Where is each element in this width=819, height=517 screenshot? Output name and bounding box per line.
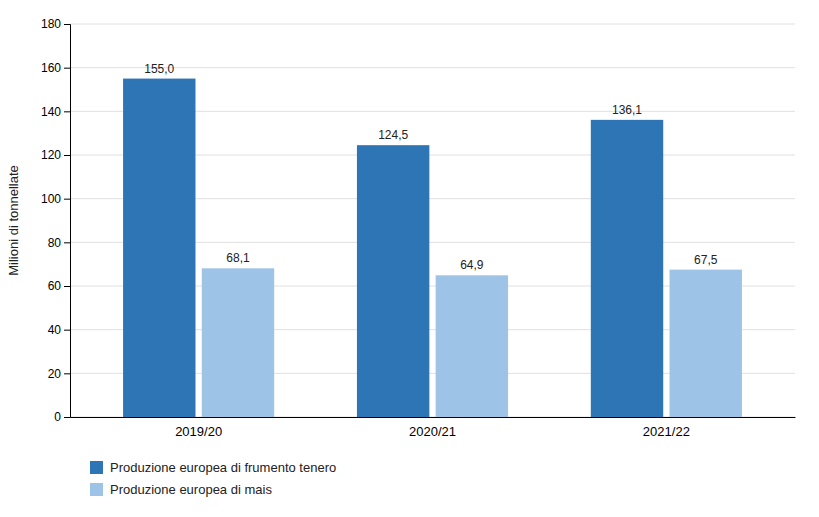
- legend-item: Produzione europea di frumento tenero: [90, 460, 336, 475]
- y-tick-label: 160: [41, 61, 61, 75]
- plot: 0204060801001201401601802019/202020/2120…: [41, 17, 796, 439]
- y-tick-mark: [64, 199, 70, 200]
- y-tick: 100: [41, 192, 70, 206]
- bars: [123, 79, 742, 417]
- y-tick: 40: [48, 323, 70, 337]
- data-label: 67,5: [694, 253, 718, 267]
- legend-label: Produzione europea di frumento tenero: [110, 460, 336, 475]
- y-tick-mark: [64, 330, 70, 331]
- y-tick-label: 40: [48, 323, 62, 337]
- y-axis-title: Milioni di tonnellate: [6, 165, 21, 276]
- y-tick-mark: [64, 242, 70, 243]
- y-tick-label: 0: [54, 410, 61, 424]
- bar: [357, 145, 429, 417]
- y-tick-mark: [64, 417, 70, 418]
- y-tick-label: 100: [41, 192, 61, 206]
- bar: [436, 275, 508, 417]
- data-label: 68,1: [226, 251, 250, 265]
- y-tick: 120: [41, 148, 70, 162]
- y-tick-mark: [64, 155, 70, 156]
- data-label: 155,0: [144, 62, 174, 76]
- y-tick: 140: [41, 105, 70, 119]
- bar: [591, 120, 663, 417]
- grid: [70, 24, 795, 417]
- bar: [123, 79, 195, 417]
- data-labels: 155,0 124,5 136,1 68,1 64,9 67,5: [144, 62, 717, 273]
- x-axis-line: [71, 417, 796, 418]
- data-label: 64,9: [460, 258, 484, 272]
- data-label: 124,5: [378, 128, 408, 142]
- y-tick: 180: [41, 17, 70, 31]
- y-axis-line: [64, 25, 71, 418]
- x-tick: 2019/20: [175, 424, 222, 439]
- grid-line: [70, 67, 795, 68]
- legend-label: Produzione europea di mais: [110, 482, 272, 497]
- legend-swatch: [90, 461, 103, 474]
- y-tick-label: 120: [41, 148, 61, 162]
- legend-item: Produzione europea di mais: [90, 482, 272, 497]
- data-label: 136,1: [612, 103, 642, 117]
- y-tick: 60: [48, 279, 70, 293]
- y-tick-mark: [64, 373, 70, 374]
- y-tick: 20: [48, 367, 70, 381]
- y-tick-mark: [64, 24, 70, 25]
- legend: Produzione europea di frumento tenero Pro…: [90, 460, 336, 497]
- y-tick-label: 60: [48, 279, 62, 293]
- y-tick: 160: [41, 61, 70, 75]
- bar: [670, 270, 742, 417]
- x-tick: 2021/22: [643, 424, 690, 439]
- y-tick: 0: [54, 410, 70, 424]
- x-tick: 2020/21: [409, 424, 456, 439]
- y-tick-mark: [64, 111, 70, 112]
- y-tick-mark: [64, 68, 70, 69]
- y-tick-label: 80: [48, 236, 62, 250]
- legend-swatch: [90, 483, 103, 496]
- grid-line: [70, 24, 795, 25]
- y-tick: 80: [48, 236, 70, 250]
- y-axis: 0 20 40 60 80 100 120 140 160 180: [41, 17, 71, 424]
- x-axis: 2019/20 2020/21 2021/22: [71, 418, 796, 440]
- x-tick-label: 2021/22: [643, 424, 690, 439]
- x-tick-label: 2019/20: [175, 424, 222, 439]
- y-tick-label: 20: [48, 367, 62, 381]
- chart: 0204060801001201401601802019/202020/2120…: [0, 0, 819, 517]
- y-tick-label: 180: [41, 17, 61, 31]
- y-tick-mark: [64, 286, 70, 287]
- bar: [202, 268, 274, 417]
- y-tick-label: 140: [41, 105, 61, 119]
- x-tick-label: 2020/21: [409, 424, 456, 439]
